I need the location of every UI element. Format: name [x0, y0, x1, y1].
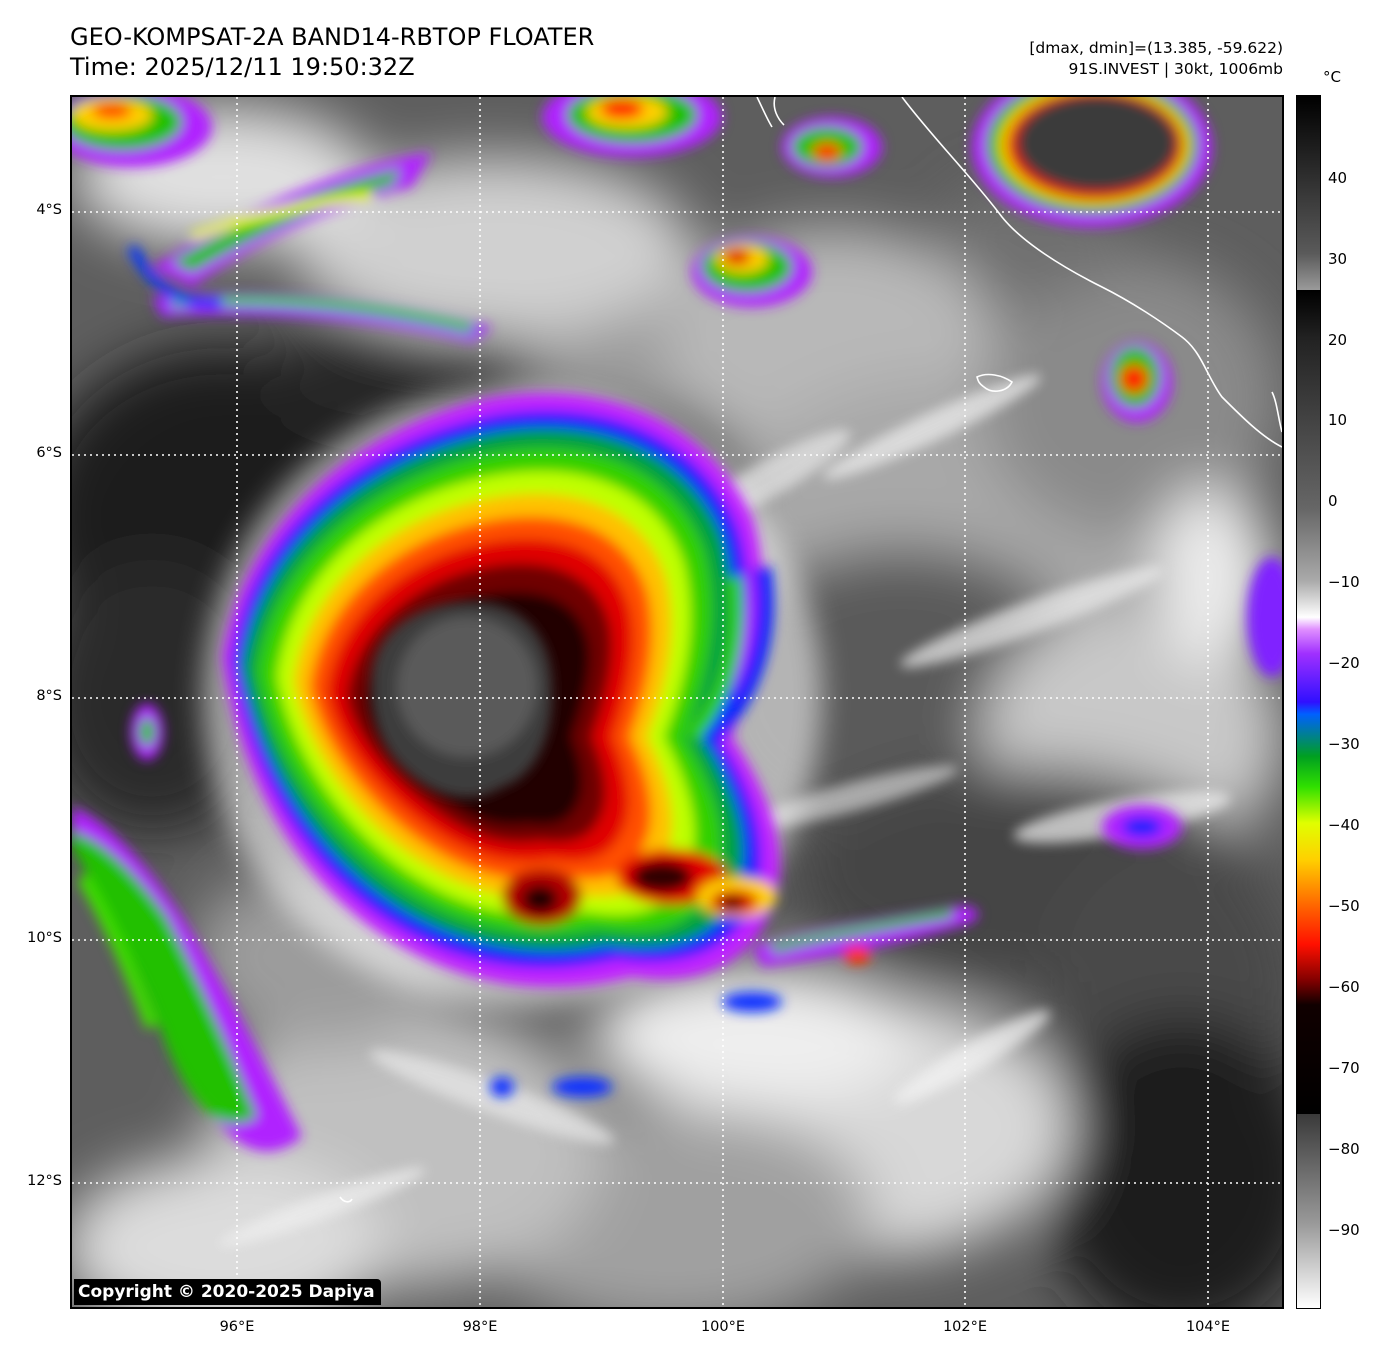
- range-info: [dmax, dmin]=(13.385, -59.622): [1029, 39, 1283, 57]
- northern-bands: [72, 97, 1282, 677]
- lat-label-8s: 8°S: [36, 688, 62, 704]
- colorbar-label: −60: [1328, 978, 1360, 996]
- coastline: [339, 97, 1282, 1203]
- colorbar-unit: °C: [1323, 68, 1341, 86]
- colorbar-label: −20: [1328, 654, 1360, 672]
- lon-label-102e: 102°E: [942, 1319, 988, 1335]
- colorbar-label: 20: [1328, 331, 1348, 349]
- colorbar-label: 0: [1328, 492, 1338, 510]
- lon-label-104e: 104°E: [1185, 1319, 1231, 1335]
- lat-label-4s: 4°S: [36, 202, 62, 218]
- lon-label-98e: 98°E: [462, 1319, 498, 1335]
- colorbar-label: −80: [1328, 1140, 1360, 1158]
- lat-label-6s: 6°S: [36, 445, 62, 461]
- colorbar-label: 40: [1328, 169, 1348, 187]
- title-line-2: Time: 2025/12/11 19:50:32Z: [70, 53, 415, 81]
- colorbar-label: −10: [1328, 573, 1360, 591]
- colorbar-label: 10: [1328, 411, 1348, 429]
- northeast-cloud-top: [972, 97, 1212, 227]
- lat-label-12s: 12°S: [27, 1173, 62, 1189]
- southeast-trailing-band: [490, 805, 1182, 1097]
- title-line-1: GEO-KOMPSAT-2A BAND14-RBTOP FLOATER: [70, 23, 595, 51]
- satellite-map: Copyright © 2020-2025 Dapiya: [70, 95, 1284, 1309]
- colorbar-label: −40: [1328, 816, 1360, 834]
- storm-info: 91S.INVEST | 30kt, 1006mb: [1068, 60, 1283, 78]
- lon-label-100e: 100°E: [700, 1319, 746, 1335]
- lat-label-10s: 10°S: [27, 930, 62, 946]
- storm-info-block: [dmax, dmin]=(13.385, -59.622) 91S.INVES…: [1029, 38, 1283, 80]
- colorbar-label: −70: [1328, 1059, 1360, 1077]
- colorbar-label: −30: [1328, 735, 1360, 753]
- western-band: [72, 704, 302, 1152]
- tropical-cyclone-cdo: [202, 387, 822, 1007]
- satellite-imagery: [72, 97, 1282, 1307]
- colorbar-label: −90: [1328, 1221, 1360, 1239]
- colorbar-label: −50: [1328, 897, 1360, 915]
- colorbar-label: 30: [1328, 250, 1348, 268]
- chart-title: GEO-KOMPSAT-2A BAND14-RBTOP FLOATER Time…: [70, 22, 594, 82]
- copyright-label: Copyright © 2020-2025 Dapiya: [74, 1279, 381, 1305]
- cloud-field-streaks: [218, 374, 1231, 1247]
- gridlines: [72, 97, 1282, 1307]
- temperature-colorbar: [1296, 95, 1321, 1309]
- lon-label-96e: 96°E: [219, 1319, 255, 1335]
